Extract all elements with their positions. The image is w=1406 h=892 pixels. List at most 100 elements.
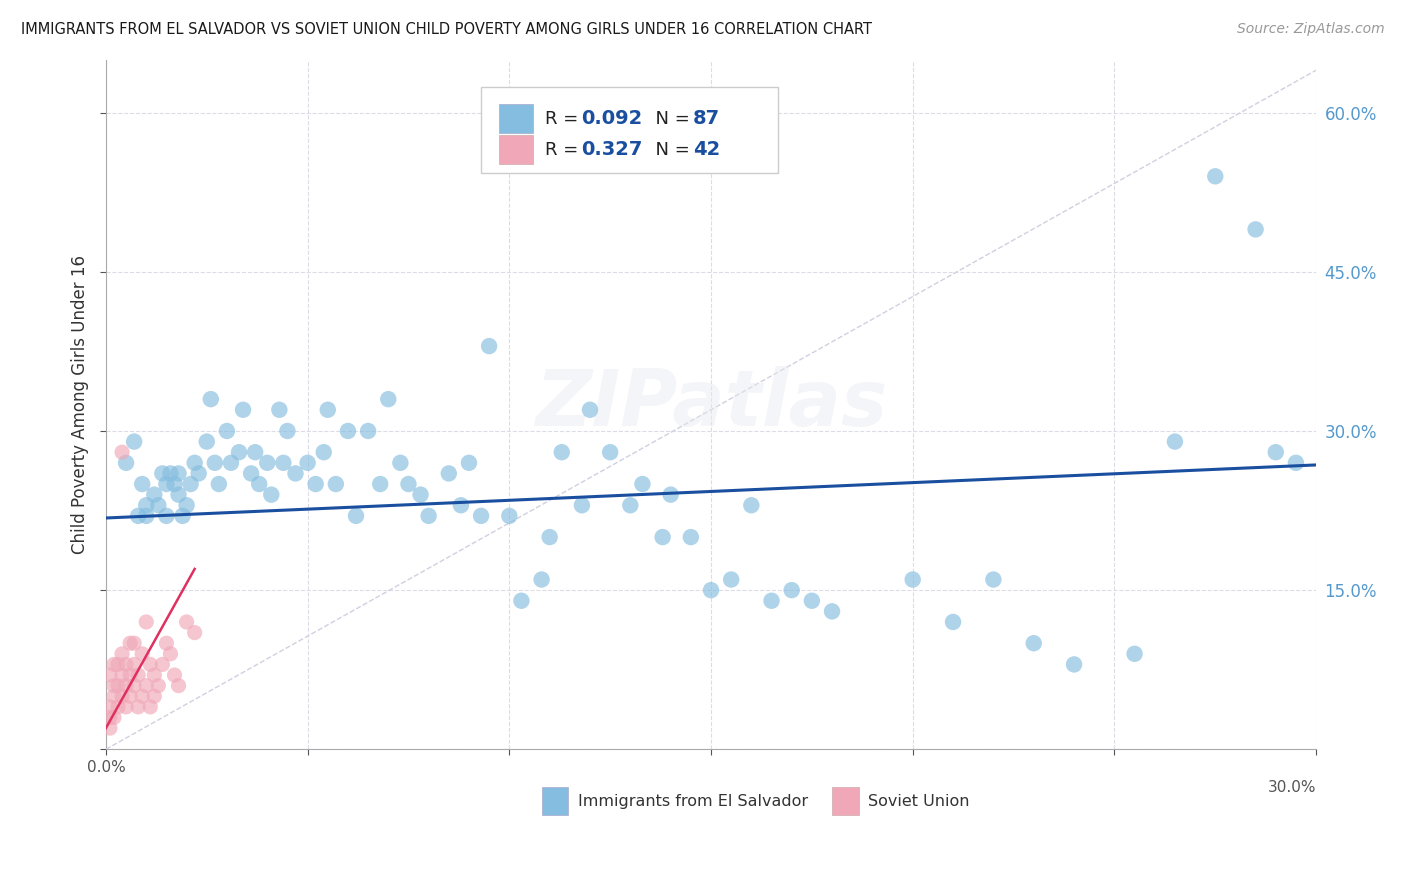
Point (183, 456, 205, 470)
Point (498, 508, 520, 523)
Point (98, 721, 121, 735)
Point (103, 710, 125, 724)
Point (1063, 657, 1085, 672)
Point (98, 699, 121, 714)
Point (176, 615, 198, 629)
Text: Soviet Union: Soviet Union (869, 794, 970, 808)
Point (312, 445, 335, 459)
Point (631, 477, 654, 491)
Point (135, 498, 157, 512)
Point (204, 456, 226, 470)
Point (780, 583, 803, 598)
Point (115, 679, 138, 693)
Point (1244, 222, 1267, 236)
Text: ZIPatlas: ZIPatlas (534, 367, 887, 442)
Point (942, 615, 965, 629)
Point (297, 456, 319, 470)
Point (155, 477, 177, 491)
Text: N =: N = (644, 141, 696, 159)
Point (305, 477, 328, 491)
Point (143, 690, 166, 704)
Text: R =: R = (546, 141, 585, 159)
Point (131, 690, 153, 704)
Point (247, 477, 270, 491)
Point (269, 402, 291, 417)
Point (135, 679, 157, 693)
Point (135, 508, 157, 523)
Point (325, 477, 347, 491)
Point (256, 456, 278, 470)
Point (409, 488, 432, 502)
Point (103, 690, 125, 704)
Point (107, 699, 129, 714)
Point (243, 445, 266, 459)
Point (115, 657, 138, 672)
Point (155, 636, 177, 650)
Point (260, 488, 283, 502)
Point (187, 467, 209, 481)
Point (551, 445, 574, 459)
Point (437, 467, 460, 481)
Point (1285, 456, 1308, 470)
Point (344, 508, 367, 523)
Point (276, 424, 298, 438)
Point (571, 498, 593, 512)
Point (821, 604, 844, 618)
Point (1022, 636, 1045, 650)
Point (143, 488, 166, 502)
Point (163, 477, 186, 491)
Point (98, 710, 121, 724)
Point (357, 424, 380, 438)
Point (510, 593, 533, 607)
Point (131, 647, 153, 661)
Point (115, 699, 138, 714)
Point (143, 668, 166, 682)
Point (200, 392, 222, 406)
Point (418, 508, 440, 523)
Text: Source: ZipAtlas.com: Source: ZipAtlas.com (1237, 22, 1385, 37)
Point (983, 573, 1005, 587)
Point (450, 498, 472, 512)
Bar (832, 788, 859, 814)
Text: 87: 87 (693, 110, 720, 128)
Point (148, 679, 170, 693)
Point (111, 668, 134, 682)
Point (115, 456, 138, 470)
Text: 0.327: 0.327 (582, 140, 643, 160)
Point (579, 402, 602, 417)
Point (599, 445, 621, 459)
Point (619, 498, 641, 512)
Point (107, 657, 129, 672)
Point (1264, 445, 1286, 459)
Bar (541, 788, 568, 814)
Point (219, 456, 242, 470)
Point (98, 668, 121, 682)
Point (800, 593, 823, 607)
Text: 30.0%: 30.0% (1268, 780, 1316, 795)
Point (232, 402, 254, 417)
Point (120, 668, 142, 682)
Bar (499, 136, 533, 164)
Text: R =: R = (546, 110, 585, 128)
Point (131, 477, 153, 491)
Point (150, 657, 173, 672)
Text: N =: N = (644, 110, 696, 128)
Text: 0.092: 0.092 (582, 110, 643, 128)
Point (679, 530, 702, 544)
Point (122, 679, 145, 693)
Point (1123, 647, 1146, 661)
FancyBboxPatch shape (481, 87, 778, 173)
Point (398, 477, 420, 491)
Point (273, 456, 295, 470)
Point (107, 679, 129, 693)
Point (111, 690, 134, 704)
Point (195, 434, 218, 449)
Point (167, 679, 190, 693)
Point (135, 615, 157, 629)
Point (659, 488, 682, 502)
Y-axis label: Child Poverty Among Girls Under 16: Child Poverty Among Girls Under 16 (72, 255, 89, 554)
Point (458, 456, 481, 470)
Point (159, 467, 181, 481)
Point (228, 445, 250, 459)
Point (120, 636, 142, 650)
